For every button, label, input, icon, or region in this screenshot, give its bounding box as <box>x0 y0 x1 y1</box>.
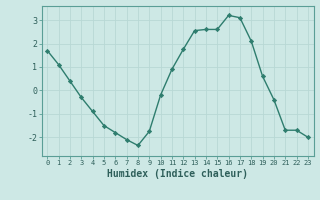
X-axis label: Humidex (Indice chaleur): Humidex (Indice chaleur) <box>107 169 248 179</box>
